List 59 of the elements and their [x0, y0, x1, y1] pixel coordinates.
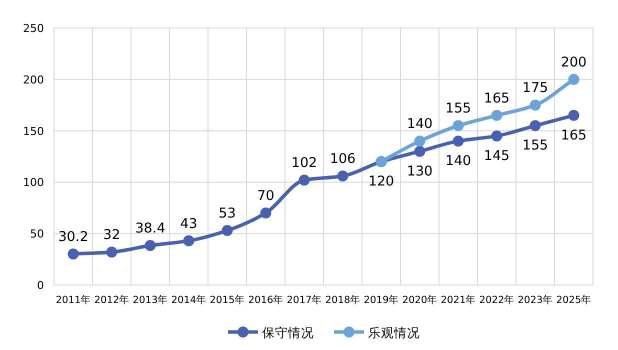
- point: [260, 208, 272, 219]
- point: [222, 225, 233, 236]
- data-label: 130: [406, 163, 433, 180]
- data-label: 30.2: [58, 228, 88, 245]
- point: [452, 120, 464, 132]
- point: [414, 136, 426, 147]
- x-tick-label: 2021年: [440, 294, 476, 306]
- data-label: 70: [257, 188, 274, 204]
- data-label: 140: [445, 153, 472, 170]
- data-label: 102: [291, 155, 318, 172]
- x-tick-label: 2025年: [556, 294, 592, 306]
- x-tick-label: 2013年: [132, 294, 168, 306]
- data-label: 140: [406, 116, 433, 132]
- point: [144, 240, 156, 252]
- point: [452, 136, 464, 147]
- point: [337, 170, 348, 182]
- point: [183, 235, 194, 246]
- point: [568, 110, 580, 121]
- x-tick-label: 2022年: [479, 294, 514, 306]
- y-tick-label: 50: [30, 228, 44, 241]
- data-label: 38.4: [135, 220, 166, 237]
- x-tick-label: 2012年: [94, 294, 130, 306]
- data-label: 43: [180, 216, 198, 232]
- point: [414, 146, 426, 157]
- x-tick-label: 2019年: [364, 294, 399, 306]
- point: [530, 120, 541, 132]
- x-tick-label: 2016年: [248, 294, 284, 306]
- point: [106, 246, 118, 258]
- data-label: 155: [445, 100, 472, 117]
- data-label: 175: [522, 80, 548, 96]
- x-tick-label: 2015年: [210, 294, 245, 306]
- legend-label: 乐观情况: [368, 325, 420, 340]
- data-label: 165: [484, 90, 510, 106]
- x-tick-label: 2014年: [171, 294, 206, 306]
- x-tick-label: 2018年: [325, 294, 360, 306]
- y-tick-label: 250: [23, 22, 44, 35]
- x-tick-label: 2017年: [286, 294, 322, 306]
- y-tick-label: 0: [37, 279, 44, 292]
- data-label: 155: [522, 138, 548, 154]
- y-tick-label: 200: [23, 73, 44, 86]
- data-label: 165: [560, 127, 587, 144]
- legend-label: 保守情况: [262, 325, 314, 340]
- data-label: 53: [218, 206, 236, 222]
- data-label: 32: [103, 227, 120, 244]
- point: [298, 174, 310, 186]
- point: [530, 100, 541, 111]
- point: [68, 248, 79, 260]
- x-tick-label: 2011年: [56, 294, 91, 306]
- data-label: 200: [560, 54, 587, 70]
- x-tick-label: 2023年: [518, 294, 553, 306]
- point: [491, 130, 502, 142]
- point: [491, 110, 502, 121]
- point: [568, 74, 580, 85]
- data-label: 120: [368, 174, 394, 190]
- x-tick-label: 2020年: [402, 294, 438, 306]
- y-tick-label: 100: [23, 176, 44, 190]
- y-tick-label: 150: [23, 124, 44, 138]
- data-label: 145: [484, 148, 510, 164]
- data-label: 106: [330, 151, 356, 168]
